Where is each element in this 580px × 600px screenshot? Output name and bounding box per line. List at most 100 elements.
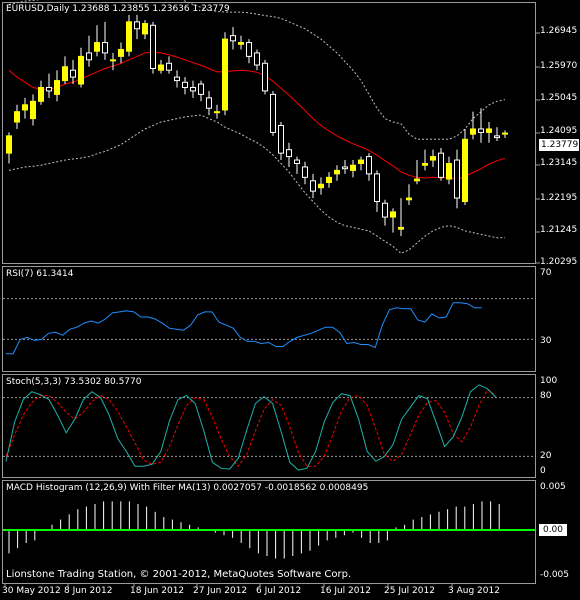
price-axis-label: 1.24095 <box>540 126 578 136</box>
date-label: 8 Jun 2012 <box>64 586 113 596</box>
candle-body <box>270 93 276 133</box>
candle-body <box>38 86 44 102</box>
macd-title: MACD Histogram (12,26,9) With Filter MA(… <box>6 483 369 493</box>
candle-body <box>406 197 412 201</box>
candle-body <box>62 66 68 82</box>
candle-body <box>206 97 212 109</box>
candle-body <box>494 135 500 139</box>
candle-body <box>230 35 236 42</box>
candle-body <box>118 48 124 57</box>
candle-body <box>366 156 372 175</box>
price-axis-label: 1.22195 <box>540 193 578 203</box>
price-axis-label: 1.21245 <box>540 225 578 235</box>
stoch-title: Stoch(5,3,3) 73.5302 80.5770 <box>6 377 142 387</box>
candle-body <box>110 59 116 62</box>
macd-zero-label: 0.00 <box>539 524 567 536</box>
candle-body <box>94 42 100 52</box>
candle-body <box>6 135 12 154</box>
candle-body <box>134 21 140 30</box>
candle-body <box>390 211 396 218</box>
candle-body <box>190 86 196 92</box>
main-chart-pane[interactable] <box>2 2 536 264</box>
candle-body <box>158 64 164 71</box>
stoch-axis-label: 0 <box>540 466 546 476</box>
stoch-main-line <box>5 384 497 471</box>
candle-body <box>54 80 60 95</box>
date-label: 27 Jun 2012 <box>193 586 248 596</box>
date-label: 18 Jun 2012 <box>130 586 185 596</box>
candle-body <box>142 23 148 35</box>
macd-axis-label: 0.005 <box>540 482 566 492</box>
candle-body <box>30 100 36 120</box>
candle-body <box>286 149 292 158</box>
candle-body <box>342 166 348 170</box>
rsi-pane[interactable] <box>2 266 536 372</box>
price-axis-label: 1.20295 <box>540 257 578 267</box>
candle-body <box>358 159 364 165</box>
candle-body <box>182 81 188 88</box>
candle-body <box>470 128 476 135</box>
candle-body <box>502 132 508 135</box>
moving-average-line <box>8 51 506 180</box>
candle-body <box>318 183 324 189</box>
candle-body <box>478 128 484 133</box>
candle-body <box>126 21 132 52</box>
candle-body <box>78 55 84 85</box>
candle-body <box>222 38 228 111</box>
candle-body <box>446 163 452 180</box>
candle-body <box>486 128 492 133</box>
candle-body <box>278 124 284 154</box>
candle-body <box>438 152 444 178</box>
price-axis-label: 1.23145 <box>540 158 578 168</box>
candle-body <box>326 176 332 184</box>
date-label: 16 Jul 2012 <box>320 586 371 596</box>
candle-body <box>70 69 76 78</box>
candle-body <box>294 159 300 165</box>
candle-body <box>422 163 428 166</box>
macd-axis-label: -0.005 <box>540 570 570 580</box>
stoch-pane[interactable] <box>2 374 536 478</box>
candle-body <box>382 202 388 218</box>
candle-body <box>262 62 268 92</box>
date-label: 6 Jul 2012 <box>256 586 302 596</box>
price-axis-label: 1.25045 <box>540 93 578 103</box>
price-axis-label: 1.26945 <box>540 26 578 36</box>
candle-body <box>462 138 468 203</box>
date-label: 3 Aug 2012 <box>448 586 500 596</box>
candle-body <box>102 42 108 54</box>
main-chart-title: EURUSD,Daily 1.23688 1.23855 1.23636 1.2… <box>6 4 230 14</box>
rsi-title: RSI(7) 61.3414 <box>6 269 74 279</box>
candle-body <box>454 159 460 199</box>
bollinger-upper-band <box>8 0 506 140</box>
candle-body <box>334 169 340 175</box>
candle-body <box>238 42 244 45</box>
candle-body <box>310 180 316 192</box>
candle-body <box>246 42 252 57</box>
candle-body <box>174 76 180 82</box>
candle-body <box>398 226 404 230</box>
candle-body <box>350 164 356 171</box>
stoch-axis-label: 100 <box>540 376 558 386</box>
candle-body <box>46 86 52 92</box>
candle-body <box>150 24 156 69</box>
date-label: 30 May 2012 <box>2 586 61 596</box>
candle-body <box>214 111 220 114</box>
stoch-axis-label: 80 <box>540 391 552 401</box>
date-label: 25 Jul 2012 <box>384 586 435 596</box>
current-price-label: 1.23779 <box>539 139 579 151</box>
rsi-axis-label: 30 <box>540 336 552 346</box>
stoch-axis-label: 20 <box>540 451 552 461</box>
bollinger-lower-band <box>8 114 505 254</box>
price-axis-label: 1.25970 <box>540 61 578 71</box>
candle-body <box>22 104 28 111</box>
candle-body <box>414 178 420 182</box>
candle-body <box>198 83 204 95</box>
rsi-axis-label: 70 <box>540 268 552 278</box>
macd-pane[interactable] <box>2 480 536 584</box>
copyright-text: Lionstone Trading Station, © 2001-2012, … <box>6 569 352 580</box>
candle-body <box>302 166 308 178</box>
stoch-signal-line <box>5 389 497 467</box>
candle-body <box>254 52 260 66</box>
candle-body <box>166 62 172 71</box>
